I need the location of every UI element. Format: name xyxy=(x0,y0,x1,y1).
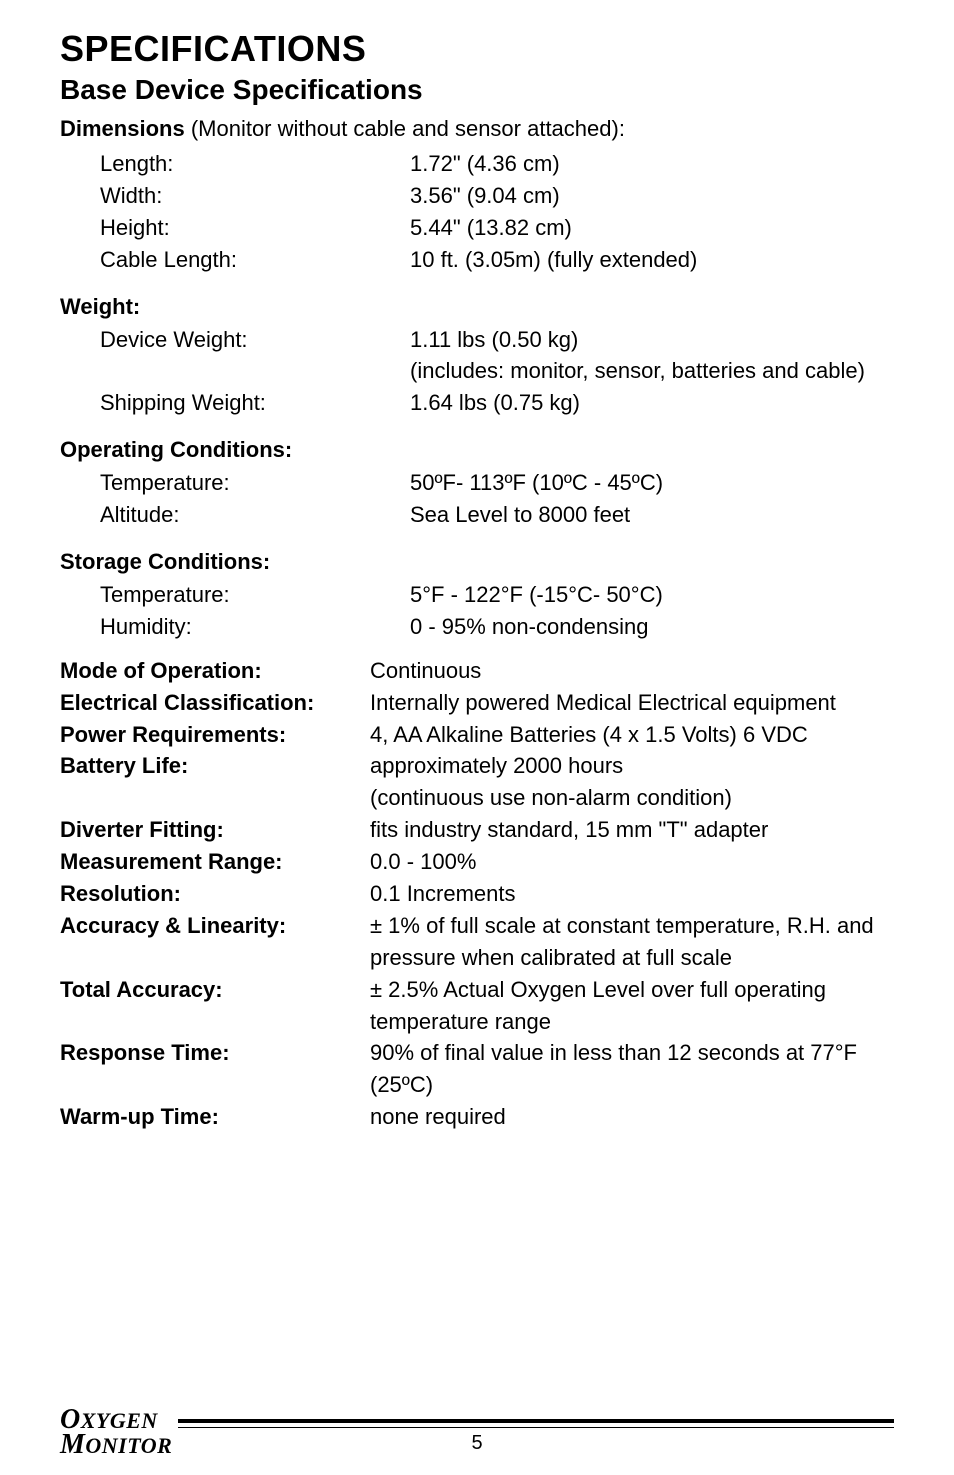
row-label: Resolution: xyxy=(60,878,370,910)
row-label: Warm-up Time: xyxy=(60,1101,370,1133)
table-row: Length: 1.72" (4.36 cm) xyxy=(60,148,894,180)
operating-head: Operating Conditions: xyxy=(60,437,894,463)
row-value: 50ºF- 113ºF (10ºC - 45ºC) xyxy=(410,467,894,499)
weight-table: Device Weight: 1.11 lbs (0.50 kg) (inclu… xyxy=(60,324,894,420)
row-value: Sea Level to 8000 feet xyxy=(410,499,894,531)
table-row: Battery Life: approximately 2000 hours (… xyxy=(60,750,894,814)
row-label: Battery Life: xyxy=(60,750,370,814)
table-row: Accuracy & Linearity: ± 1% of full scale… xyxy=(60,910,894,974)
row-label: Length: xyxy=(60,148,410,180)
table-row: Temperature: 50ºF- 113ºF (10ºC - 45ºC) xyxy=(60,467,894,499)
table-row: Total Accuracy: ± 2.5% Actual Oxygen Lev… xyxy=(60,974,894,1038)
page-number: 5 xyxy=(60,1432,894,1455)
row-label: Altitude: xyxy=(60,499,410,531)
row-value: 1.72" (4.36 cm) xyxy=(410,148,894,180)
row-label: Response Time: xyxy=(60,1037,370,1101)
table-row: Diverter Fitting: fits industry standard… xyxy=(60,814,894,846)
dimensions-lead: Dimensions (Monitor without cable and se… xyxy=(60,116,894,142)
row-label: Humidity: xyxy=(60,611,410,643)
row-label: Height: xyxy=(60,212,410,244)
row-label: Measurement Range: xyxy=(60,846,370,878)
table-row: Electrical Classification: Internally po… xyxy=(60,687,894,719)
row-value: 5.44" (13.82 cm) xyxy=(410,212,894,244)
row-label: Width: xyxy=(60,180,410,212)
logo-m: M xyxy=(60,1429,85,1460)
row-value: 3.56" (9.04 cm) xyxy=(410,180,894,212)
table-row: Humidity: 0 - 95% non-condensing xyxy=(60,611,894,643)
table-row: Warm-up Time: none required xyxy=(60,1101,894,1133)
row-value: 0 - 95% non-condensing xyxy=(410,611,894,643)
table-row: Shipping Weight: 1.64 lbs (0.75 kg) xyxy=(60,387,894,419)
logo-oxygen: XYGEN xyxy=(81,1408,158,1433)
row-label: Electrical Classification: xyxy=(60,687,370,719)
row-value: 10 ft. (3.05m) (fully extended) xyxy=(410,244,894,276)
dimensions-table: Length: 1.72" (4.36 cm) Width: 3.56" (9.… xyxy=(60,148,894,276)
row-value: 5°F - 122°F (-15°C- 50°C) xyxy=(410,579,894,611)
page-title: SPECIFICATIONS xyxy=(60,28,894,70)
row-value: ± 1% of full scale at constant temperatu… xyxy=(370,910,894,974)
specs-table: Mode of Operation: Continuous Electrical… xyxy=(60,655,894,1133)
table-row: Temperature: 5°F - 122°F (-15°C- 50°C) xyxy=(60,579,894,611)
row-value: 1.64 lbs (0.75 kg) xyxy=(410,387,894,419)
row-label: Shipping Weight: xyxy=(60,387,410,419)
footer-logo: OXYGEN MONITOR xyxy=(60,1407,178,1457)
row-value: approximately 2000 hours (continuous use… xyxy=(370,750,894,814)
storage-head: Storage Conditions: xyxy=(60,549,894,575)
table-row: Mode of Operation: Continuous xyxy=(60,655,894,687)
row-label: Mode of Operation: xyxy=(60,655,370,687)
row-value: 4, AA Alkaline Batteries (4 x 1.5 Volts)… xyxy=(370,719,894,751)
dimensions-lead-rest: (Monitor without cable and sensor attach… xyxy=(185,116,625,141)
table-row: Measurement Range: 0.0 - 100% xyxy=(60,846,894,878)
storage-table: Temperature: 5°F - 122°F (-15°C- 50°C) H… xyxy=(60,579,894,643)
logo-monitor: ONITOR xyxy=(85,1433,172,1458)
table-row: Resolution: 0.1 Increments xyxy=(60,878,894,910)
row-value: none required xyxy=(370,1101,894,1133)
row-label: Temperature: xyxy=(60,467,410,499)
table-row: Cable Length: 10 ft. (3.05m) (fully exte… xyxy=(60,244,894,276)
table-row: Response Time: 90% of final value in les… xyxy=(60,1037,894,1101)
dimensions-lead-bold: Dimensions xyxy=(60,116,185,141)
row-value: 90% of final value in less than 12 secon… xyxy=(370,1037,894,1101)
footer-rule xyxy=(60,1419,894,1428)
section-subtitle: Base Device Specifications xyxy=(60,74,894,106)
row-label: Accuracy & Linearity: xyxy=(60,910,370,974)
operating-table: Temperature: 50ºF- 113ºF (10ºC - 45ºC) A… xyxy=(60,467,894,531)
table-row: Width: 3.56" (9.04 cm) xyxy=(60,180,894,212)
row-label: Temperature: xyxy=(60,579,410,611)
row-value: fits industry standard, 15 mm "T" adapte… xyxy=(370,814,894,846)
row-label: Total Accuracy: xyxy=(60,974,370,1038)
row-label: Cable Length: xyxy=(60,244,410,276)
row-value: ± 2.5% Actual Oxygen Level over full ope… xyxy=(370,974,894,1038)
row-label: Power Requirements: xyxy=(60,719,370,751)
row-value: 0.0 - 100% xyxy=(370,846,894,878)
row-value: Continuous xyxy=(370,655,894,687)
page-footer: OXYGEN MONITOR 5 xyxy=(60,1407,894,1455)
row-label: Diverter Fitting: xyxy=(60,814,370,846)
table-row: Altitude: Sea Level to 8000 feet xyxy=(60,499,894,531)
table-row: Power Requirements: 4, AA Alkaline Batte… xyxy=(60,719,894,751)
weight-head: Weight: xyxy=(60,294,894,320)
row-value: Internally powered Medical Electrical eq… xyxy=(370,687,894,719)
row-label: Device Weight: xyxy=(60,324,410,388)
table-row: Device Weight: 1.11 lbs (0.50 kg) (inclu… xyxy=(60,324,894,388)
table-row: Height: 5.44" (13.82 cm) xyxy=(60,212,894,244)
row-value: 1.11 lbs (0.50 kg) (includes: monitor, s… xyxy=(410,324,894,388)
row-value: 0.1 Increments xyxy=(370,878,894,910)
